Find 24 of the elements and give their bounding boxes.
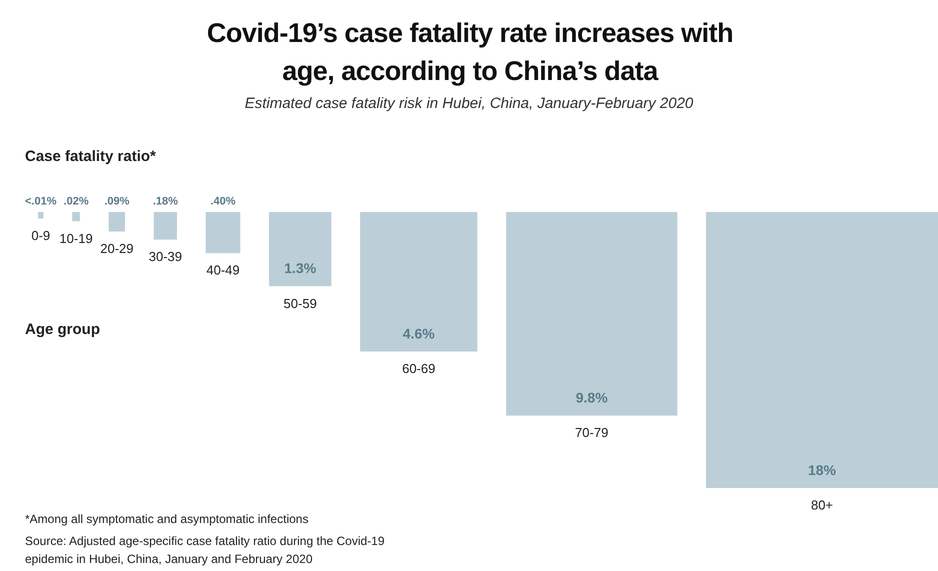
data-label: <.01%: [24, 196, 57, 208]
source-note: Source: Adjusted age-specific case fatality ratio during the Covid-19 epidemic in Hubei, China, January and February 2020: [25, 533, 386, 568]
text: *Among all symptomatic and asymptomatic infections: [25, 511, 310, 528]
category-label: 20-29: [100, 241, 134, 256]
category-label: 30-39: [148, 249, 182, 264]
category-label: 80+: [810, 498, 834, 513]
category-label: 40-49: [206, 262, 240, 278]
category-label: 60-69: [402, 361, 436, 376]
category-label: 0-9: [31, 228, 50, 244]
category-label: 50-59: [284, 296, 317, 311]
text: Case fatality ratio*: [25, 148, 156, 165]
category-label: 10-19: [59, 230, 93, 246]
category-label: 70-79: [575, 425, 608, 440]
text: Age group: [25, 321, 100, 338]
data-label: 9.8%: [576, 390, 608, 406]
data-label: 1.3%: [284, 260, 317, 276]
data-label: .40%: [210, 196, 236, 208]
text: Estimated case fatality risk in Hubei, China, January-February 2020: [244, 95, 694, 112]
data-label: 4.6%: [402, 325, 436, 342]
data-label: 18%: [808, 462, 837, 478]
data-label: .09%: [104, 196, 130, 208]
data-label: .18%: [152, 196, 178, 208]
data-label: .02%: [64, 196, 89, 208]
text: Covid-19’s case fatality rate increases with age, according to China’s data: [206, 17, 734, 88]
